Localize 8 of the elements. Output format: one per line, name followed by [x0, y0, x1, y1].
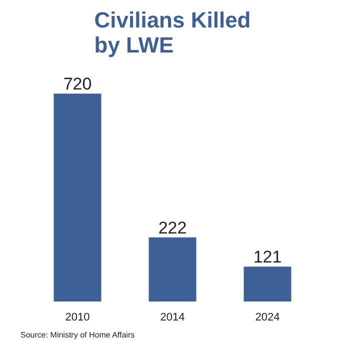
data-label: 720 [63, 74, 92, 94]
x-tick-label: 2010 [65, 312, 90, 324]
x-tick-label: 2014 [160, 312, 185, 324]
source-note: Source: Ministry of Home Affairs [20, 330, 135, 340]
data-label: 121 [253, 248, 282, 267]
chart-title: Civilians Killed by LWE [94, 8, 251, 58]
data-label: 222 [158, 218, 187, 238]
x-tick-label: 2024 [255, 312, 280, 324]
